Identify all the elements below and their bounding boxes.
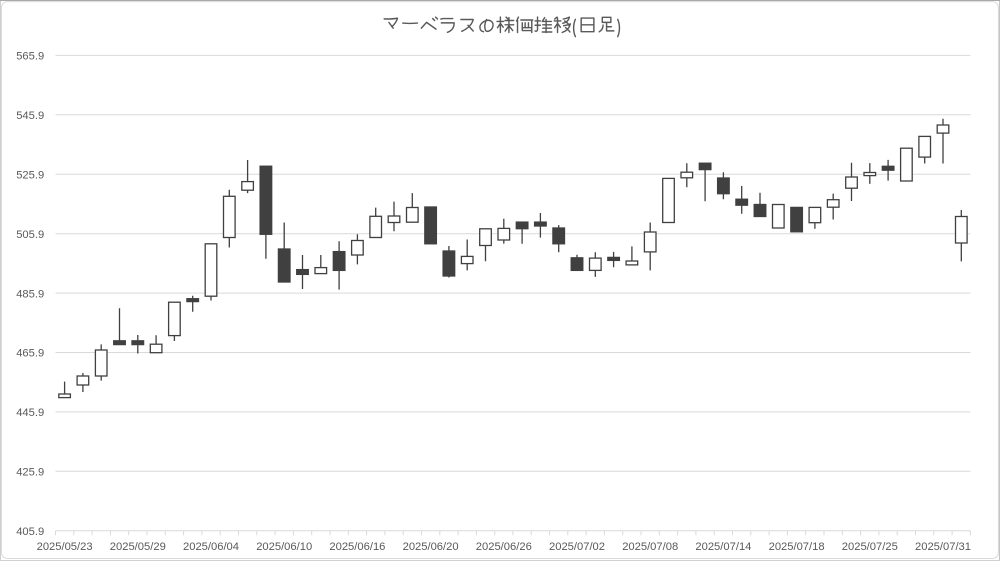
svg-text:2025/06/04: 2025/06/04 <box>183 541 239 553</box>
svg-text:445.9: 445.9 <box>16 407 44 419</box>
svg-text:2025/07/18: 2025/07/18 <box>769 541 825 553</box>
svg-text:2025/07/02: 2025/07/02 <box>549 541 605 553</box>
svg-text:405.9: 405.9 <box>16 526 44 538</box>
svg-text:2025/07/14: 2025/07/14 <box>695 541 751 553</box>
svg-text:2025/05/23: 2025/05/23 <box>37 541 93 553</box>
svg-text:2025/07/08: 2025/07/08 <box>622 541 678 553</box>
svg-text:565.9: 565.9 <box>16 51 44 63</box>
svg-text:2025/06/10: 2025/06/10 <box>256 541 312 553</box>
svg-text:485.9: 485.9 <box>16 288 44 300</box>
svg-text:2025/06/20: 2025/06/20 <box>403 541 459 553</box>
svg-text:2025/07/25: 2025/07/25 <box>842 541 898 553</box>
svg-text:2025/07/31: 2025/07/31 <box>915 541 971 553</box>
svg-text:505.9: 505.9 <box>16 229 44 241</box>
svg-text:425.9: 425.9 <box>16 467 44 479</box>
svg-text:2025/05/29: 2025/05/29 <box>110 541 166 553</box>
svg-text:2025/06/16: 2025/06/16 <box>329 541 385 553</box>
svg-text:525.9: 525.9 <box>16 169 44 181</box>
svg-text:465.9: 465.9 <box>16 348 44 360</box>
svg-text:545.9: 545.9 <box>16 110 44 122</box>
svg-text:2025/06/26: 2025/06/26 <box>476 541 532 553</box>
